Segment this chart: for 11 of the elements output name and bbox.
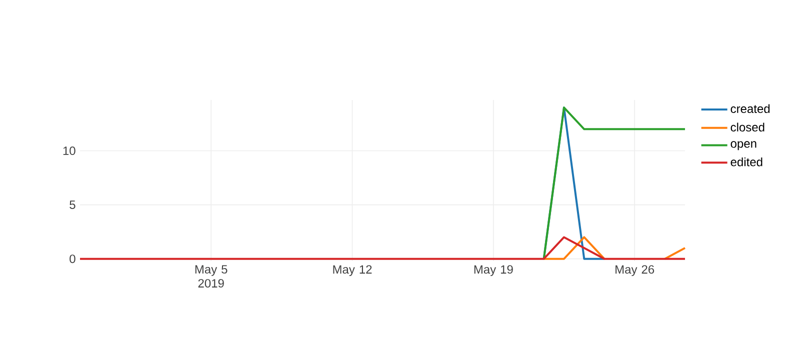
legend-label: open <box>730 141 756 150</box>
x-tick-label: May 12 <box>333 265 372 276</box>
y-tick-label: 10 <box>63 146 76 156</box>
y-tick-label: 5 <box>70 200 76 209</box>
legend-label: created <box>730 104 770 113</box>
x-tick-label: May 26 <box>616 265 654 276</box>
legend-label: edited <box>730 157 762 166</box>
legend-label: closed <box>730 122 764 132</box>
x-tick-label: May 19 <box>474 265 513 276</box>
x-tick-label: May 5 2019 <box>195 265 228 288</box>
y-tick-label: 0 <box>70 254 76 264</box>
